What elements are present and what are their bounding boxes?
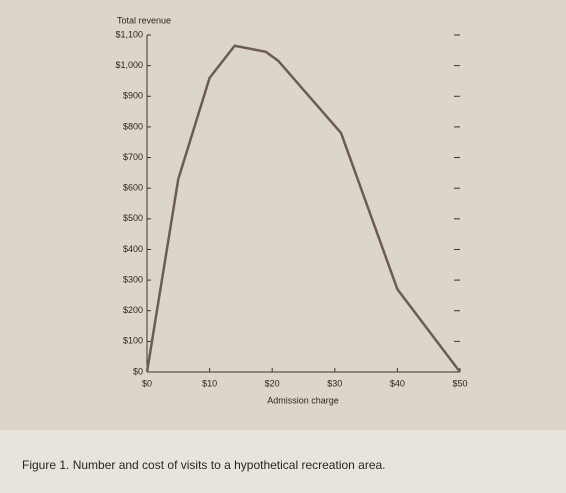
y-tick-label: $300 <box>123 274 143 284</box>
x-tick-label: $30 <box>327 378 342 388</box>
y-tick-label: $100 <box>123 336 143 346</box>
y-tick-label: $500 <box>123 213 143 223</box>
y-tick-label: $800 <box>123 121 143 131</box>
y-tick-label: $600 <box>123 183 143 193</box>
x-tick-label: $0 <box>142 378 152 388</box>
y-tick-label: $200 <box>123 305 143 315</box>
y-tick-label: $1,000 <box>115 60 143 70</box>
x-axis-label: Admission charge <box>267 395 339 405</box>
caption-background <box>0 430 566 493</box>
y-tick-label: $900 <box>123 91 143 101</box>
figure-caption: Figure 1. Number and cost of visits to a… <box>22 458 386 472</box>
y-tick-label: $0 <box>133 366 143 376</box>
x-tick-label: $50 <box>452 378 467 388</box>
x-tick-label: $40 <box>390 378 405 388</box>
y-tick-label: $700 <box>123 152 143 162</box>
y-tick-label: $400 <box>123 244 143 254</box>
y-tick-label: $1,100 <box>115 29 143 39</box>
revenue-line <box>145 44 461 373</box>
chart-title: Total revenue <box>117 15 171 25</box>
x-tick-label: $10 <box>202 378 217 388</box>
x-tick-label: $20 <box>265 378 280 388</box>
